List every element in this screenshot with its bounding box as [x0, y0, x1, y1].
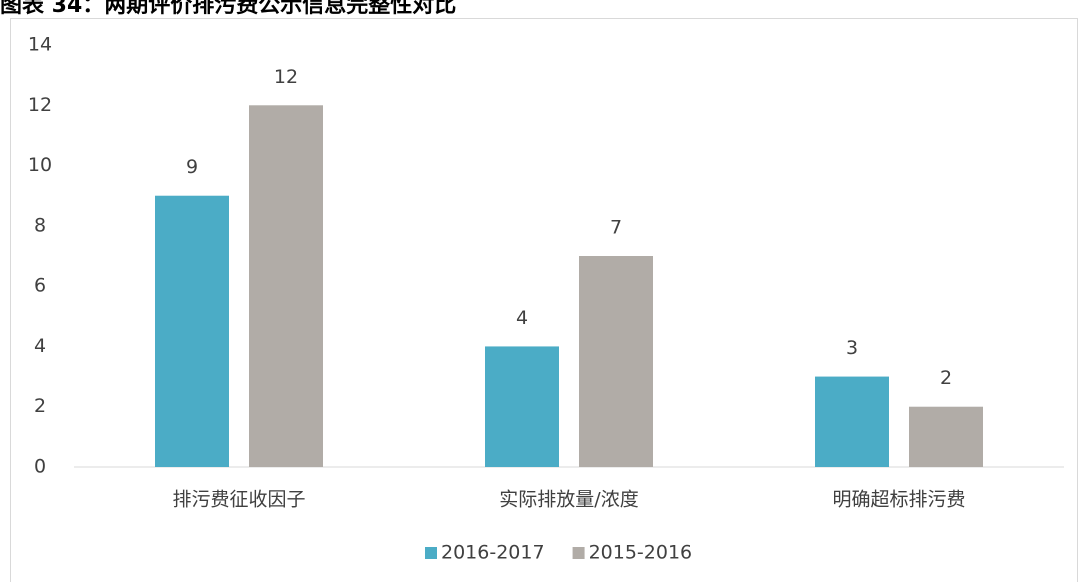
y-tick-label: 12 — [28, 94, 52, 116]
bar — [815, 376, 889, 467]
bar — [909, 406, 983, 467]
x-tick-label: 排污费征收因子 — [172, 489, 305, 511]
data-label: 9 — [186, 156, 198, 178]
data-label: 7 — [610, 217, 622, 239]
data-label: 12 — [274, 66, 298, 88]
data-label: 4 — [516, 307, 528, 329]
x-tick-label: 明确超标排污费 — [832, 489, 965, 511]
legend-swatch — [425, 547, 437, 559]
y-tick-label: 2 — [34, 395, 46, 417]
bar — [155, 195, 229, 467]
data-label: 3 — [846, 337, 858, 359]
bar — [485, 346, 559, 467]
data-label: 2 — [940, 367, 952, 389]
bar — [249, 105, 323, 468]
y-tick-label: 4 — [34, 335, 46, 357]
y-tick-label: 14 — [28, 34, 52, 56]
y-tick-label: 0 — [34, 456, 46, 478]
bar — [579, 256, 653, 467]
legend-label: 2015-2016 — [589, 542, 693, 564]
x-tick-label: 实际排放量/浓度 — [499, 489, 638, 511]
legend-label: 2016-2017 — [441, 542, 545, 564]
legend-swatch — [572, 547, 585, 559]
y-tick-label: 10 — [28, 154, 52, 176]
y-tick-label: 6 — [34, 275, 46, 297]
y-tick-label: 8 — [34, 214, 46, 236]
chart-title: 图表 34：两期评价排污费公示信息完整性对比 — [0, 0, 456, 18]
